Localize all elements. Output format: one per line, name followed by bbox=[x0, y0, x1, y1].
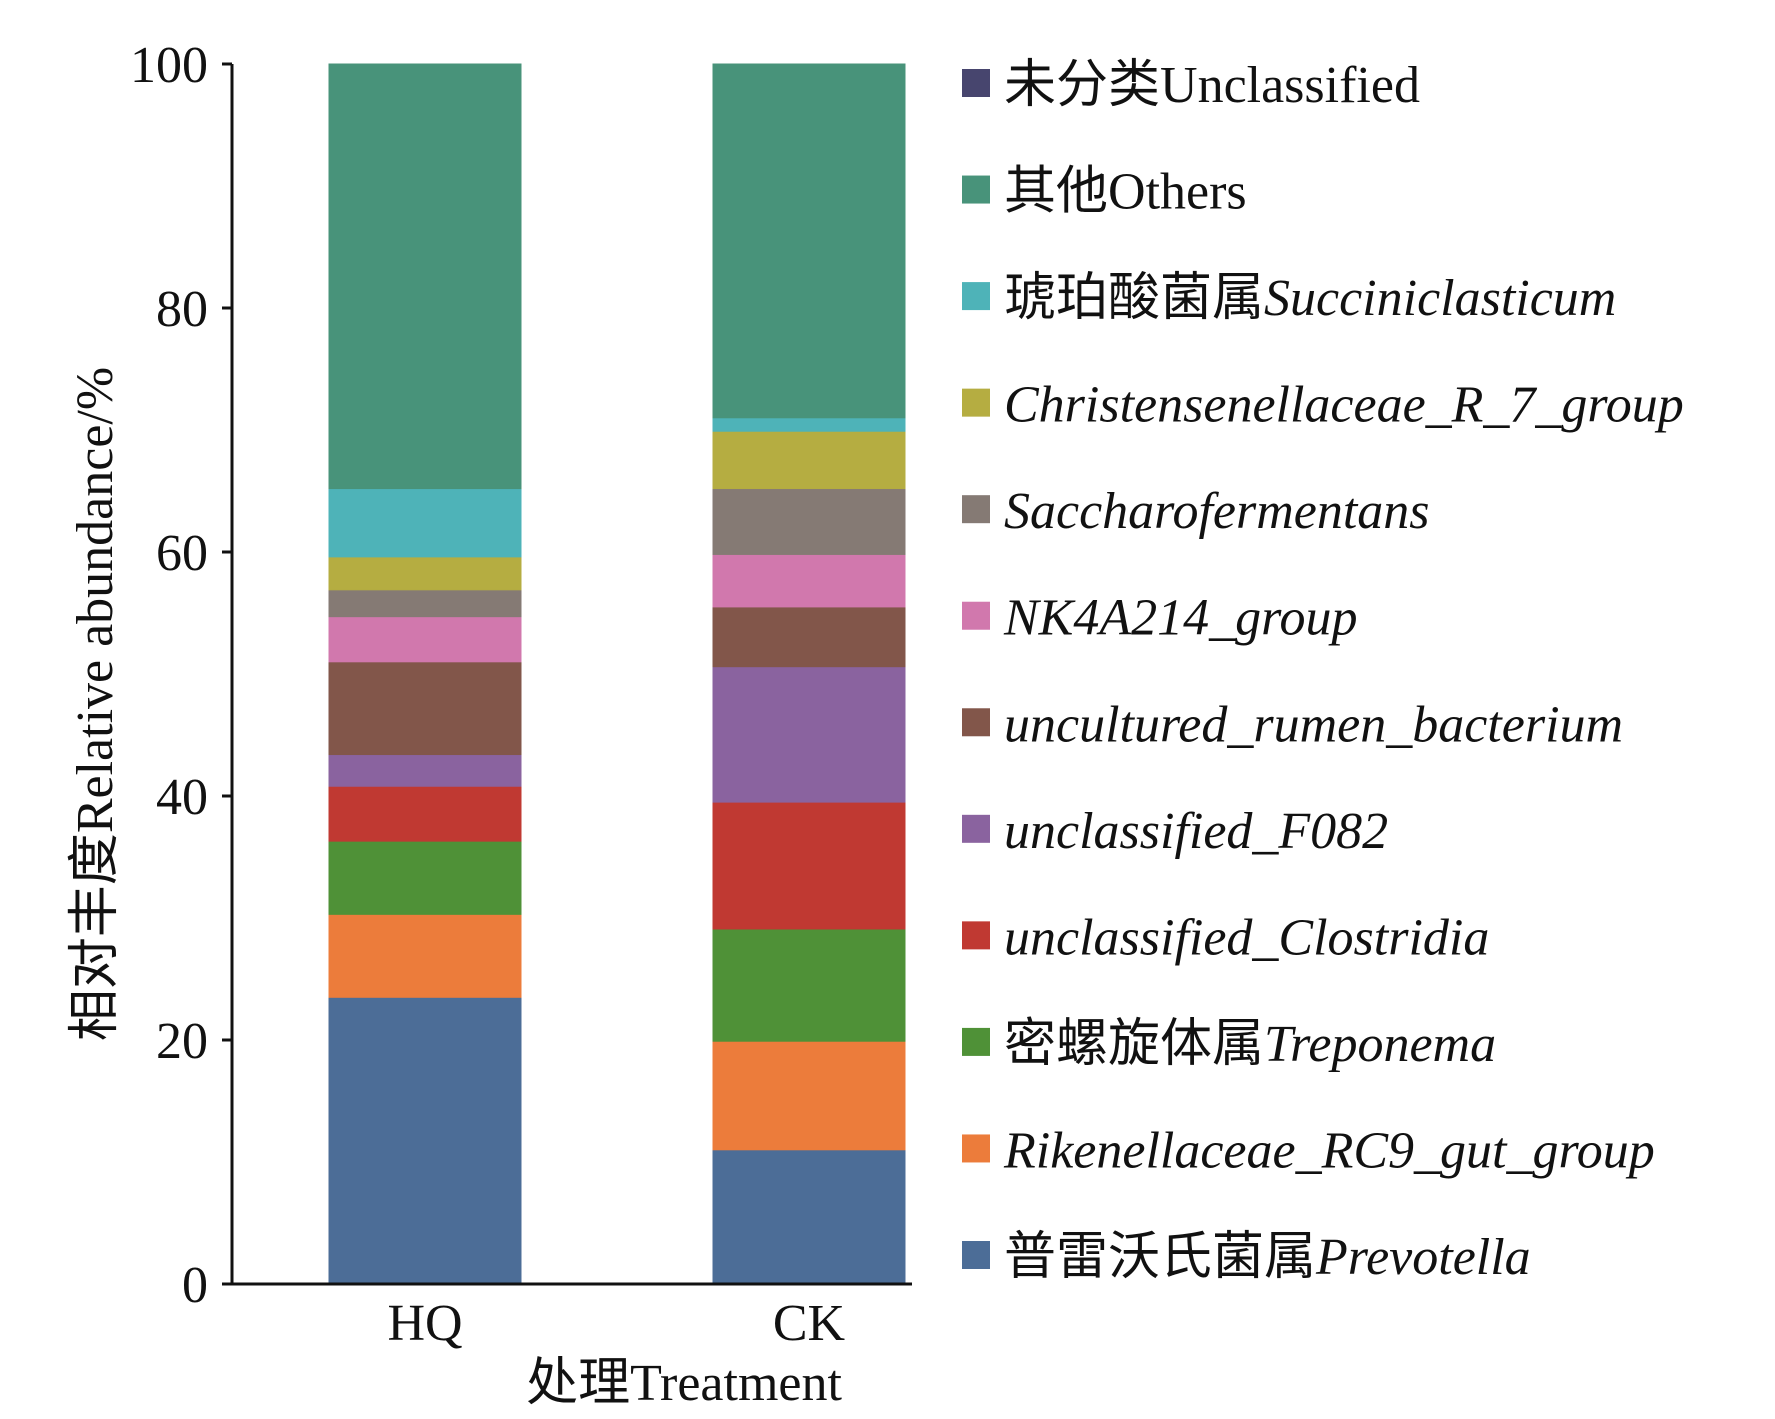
legend-swatch bbox=[962, 921, 990, 950]
legend-label: 未分类Unclassified bbox=[1004, 57, 1420, 114]
y-tick-label: 80 bbox=[156, 281, 208, 338]
bar-segment-ck-3 bbox=[712, 801, 906, 930]
legend-label: NK4A214_group bbox=[1003, 590, 1357, 647]
y-ticks: 0 20 40 60 80 100 bbox=[130, 37, 232, 1314]
legend-label: Christensenellaceae_R_7_group bbox=[1004, 377, 1684, 434]
bar-segment-ck-6 bbox=[712, 553, 906, 608]
bar-segment-hq-7 bbox=[328, 589, 522, 618]
legend-label: 密螺旋体属Treponema bbox=[1004, 1016, 1496, 1073]
legend-label: unclassified_Clostridia bbox=[1004, 909, 1489, 966]
bar-segment-hq-8 bbox=[328, 556, 522, 591]
bar-segment-hq-9 bbox=[328, 488, 522, 558]
y-tick-label: 40 bbox=[156, 769, 208, 826]
bar-segment-hq-0 bbox=[328, 996, 522, 1285]
bars bbox=[328, 63, 906, 1285]
legend-label: uncultured_rumen_bacterium bbox=[1004, 696, 1623, 753]
y-tick-label: 60 bbox=[156, 525, 208, 582]
bar-segment-hq-5 bbox=[328, 661, 522, 756]
legend-swatch bbox=[962, 495, 990, 524]
legend-label: 其他Others bbox=[1004, 164, 1247, 221]
bar-segment-ck-10 bbox=[712, 63, 906, 419]
bar-segment-ck-0 bbox=[712, 1149, 906, 1285]
legend-swatch bbox=[962, 1134, 990, 1163]
bar-segment-ck-8 bbox=[712, 430, 906, 490]
bar-segment-ck-7 bbox=[712, 488, 906, 555]
x-category-label-hq: HQ bbox=[387, 1295, 462, 1352]
bar-segment-ck-2 bbox=[712, 928, 906, 1042]
bar-segment-hq-4 bbox=[328, 754, 522, 787]
bar-segment-ck-9 bbox=[712, 417, 906, 432]
legend-swatch bbox=[962, 601, 990, 630]
y-tick-label: 0 bbox=[182, 1257, 208, 1314]
y-axis-title: 相对丰度Relative abundance/% bbox=[67, 367, 124, 1041]
legend-label: unclassified_F082 bbox=[1004, 803, 1388, 860]
bar-segment-hq-2 bbox=[328, 840, 522, 915]
y-tick-label: 20 bbox=[156, 1013, 208, 1070]
x-category-labels: HQ CK bbox=[387, 1295, 845, 1352]
bar-segment-ck-1 bbox=[712, 1040, 906, 1151]
bar-segment-hq-3 bbox=[328, 785, 522, 842]
bar-segment-hq-6 bbox=[328, 616, 522, 663]
legend-label: Saccharofermentans bbox=[1004, 483, 1430, 540]
legend-swatch bbox=[962, 814, 990, 843]
bar-segment-ck-5 bbox=[712, 606, 906, 668]
legend-swatch bbox=[962, 708, 990, 737]
legend-swatch bbox=[962, 69, 990, 97]
x-category-label-ck: CK bbox=[773, 1295, 846, 1352]
legend-swatch bbox=[962, 1027, 990, 1056]
legend-label: 琥珀酸菌属Succiniclasticum bbox=[1004, 270, 1616, 327]
legend-swatch bbox=[962, 1241, 990, 1269]
legend-label: Rikenellaceae_RC9_gut_group bbox=[1003, 1122, 1655, 1179]
y-tick-label: 100 bbox=[130, 37, 208, 94]
bar-segment-hq-10 bbox=[328, 63, 522, 490]
legend-swatch bbox=[962, 175, 990, 204]
bar-segment-ck-4 bbox=[712, 666, 906, 803]
legend-swatch bbox=[962, 282, 990, 311]
bar-segment-hq-1 bbox=[328, 913, 522, 998]
legend: 未分类Unclassified 其他Others 琥珀酸菌属Succiniclast… bbox=[962, 57, 1684, 1286]
x-axis-title: 处理Treatment bbox=[526, 1355, 842, 1412]
legend-label: 普雷沃氏菌属Prevotella bbox=[1004, 1229, 1531, 1286]
legend-swatch bbox=[962, 388, 990, 417]
